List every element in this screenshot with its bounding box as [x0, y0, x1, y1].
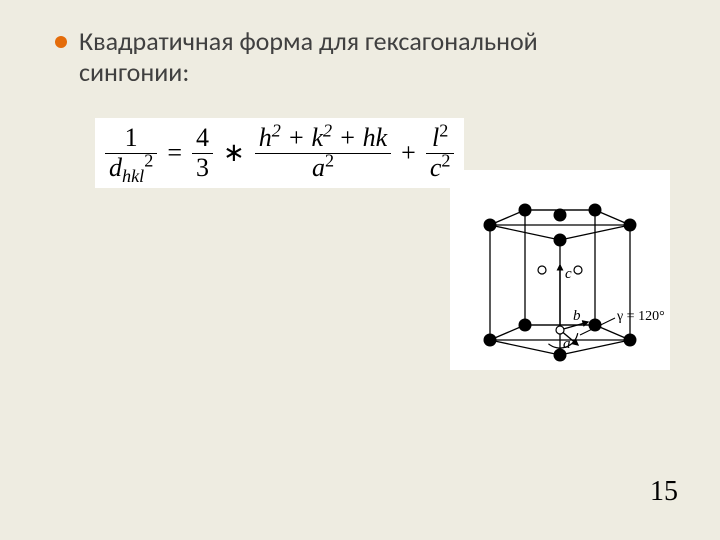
- bullet-icon: [55, 36, 67, 48]
- lhs-den: dhkl2: [105, 154, 157, 183]
- svg-text:a: a: [563, 336, 571, 352]
- mid-den: a2: [255, 154, 391, 183]
- formula: 1 dhkl2 = 4 3 ∗ h2 + k2 + hk a2: [95, 118, 464, 188]
- mid-fraction: h2 + k2 + hk a2: [255, 124, 391, 182]
- mul: ∗: [219, 138, 249, 168]
- slide: Квадратичная форма для гексагональной си…: [0, 0, 720, 540]
- coef-fraction: 4 3: [192, 124, 213, 182]
- svg-text:γ = 120°: γ = 120°: [616, 309, 665, 324]
- bullet-text: Квадратичная форма для гексагональной си…: [79, 26, 615, 88]
- coef-num: 4: [192, 124, 213, 154]
- mid-num: h2 + k2 + hk: [255, 124, 391, 154]
- equals: =: [163, 138, 186, 168]
- bullet-line: Квадратичная форма для гексагональной си…: [55, 26, 615, 88]
- formula-row: 1 dhkl2 = 4 3 ∗ h2 + k2 + hk a2: [105, 124, 454, 182]
- svg-text:b: b: [573, 308, 581, 324]
- lattice-diagram: c ba γ = 120°: [450, 170, 670, 370]
- lattice-svg: c ba γ = 120°: [450, 170, 670, 370]
- svg-text:c: c: [565, 266, 572, 282]
- bullet-block: Квадратичная форма для гексагональной си…: [55, 26, 615, 88]
- coef-den: 3: [192, 154, 213, 183]
- plus: +: [397, 138, 420, 168]
- slide-inner: Квадратичная форма для гексагональной си…: [10, 10, 710, 530]
- page-number: 15: [650, 476, 678, 508]
- lhs-fraction: 1 dhkl2: [105, 124, 157, 182]
